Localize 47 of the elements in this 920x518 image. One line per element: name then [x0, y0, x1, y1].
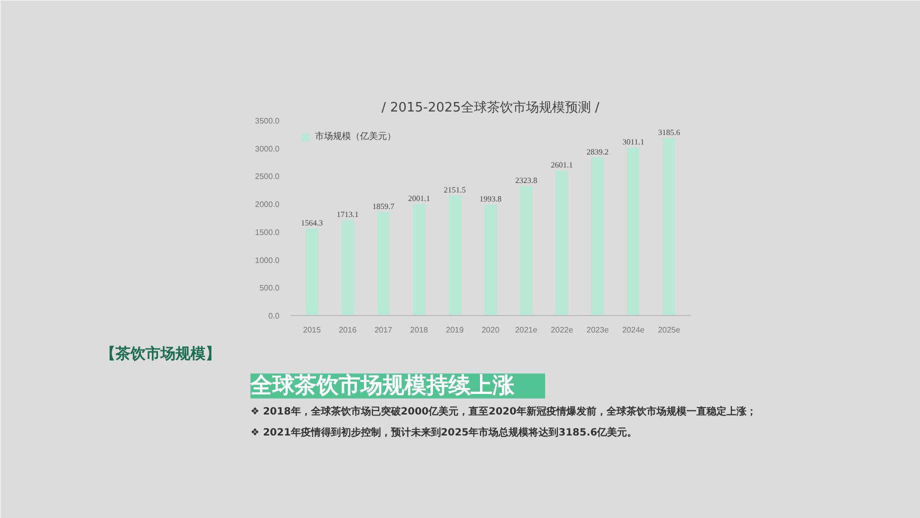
- data-label: 1713.1: [336, 210, 359, 220]
- data-label: 3011.1: [622, 138, 644, 147]
- y-tick-label: 3000.0: [255, 144, 280, 154]
- y-tick-label: 2000.0: [255, 200, 280, 210]
- data-label: 1564.3: [300, 218, 323, 228]
- x-tick-label: 2017: [374, 326, 393, 334]
- bar: [484, 204, 497, 316]
- bar: [520, 186, 532, 316]
- x-tick-label: 2018: [410, 326, 429, 334]
- x-tick-label: 2023e: [586, 326, 610, 334]
- chart-title: / 2015-2025全球茶饮市场规模预测 /: [382, 100, 600, 116]
- x-tick-label: 2021e: [515, 326, 538, 334]
- bar: [412, 204, 426, 316]
- y-tick-label: 2500.0: [255, 172, 280, 182]
- y-tick-label: 1000.0: [255, 256, 280, 265]
- bar: [627, 148, 640, 316]
- bar: [591, 157, 604, 316]
- x-tick-label: 2019: [446, 326, 464, 334]
- data-label: 2839.2: [586, 147, 609, 156]
- legend-label: 市场规模（亿美元）: [315, 130, 396, 143]
- text: ❖ 2018年，全球茶饮市场已突破2000亿美元，直至2020年新冠疫情爆发前，全球茶饮市场规模一直稳定上涨；: [250, 406, 756, 418]
- x-tick-label: 2025e: [658, 326, 681, 334]
- bar: [306, 228, 318, 316]
- data-label: 2601.1: [550, 160, 573, 170]
- data-label: 1859.7: [372, 202, 394, 211]
- bar: [662, 138, 676, 316]
- data-label: 1993.8: [480, 194, 502, 204]
- x-tick-label: 2020: [482, 326, 500, 334]
- x-tick-label: 2022e: [550, 326, 574, 334]
- x-tick-label: 2024e: [622, 326, 646, 334]
- bar: [448, 196, 462, 316]
- text: 【茶饮市场规模】: [100, 344, 220, 362]
- x-tick-label: 2016: [338, 326, 358, 334]
- y-tick-label: 1500.0: [255, 228, 280, 237]
- y-tick-label: 0.0: [268, 312, 280, 320]
- bar: [341, 220, 354, 316]
- y-tick-label: 500.0: [259, 284, 280, 293]
- data-label: 2001.1: [408, 194, 430, 204]
- data-label: 3185.6: [658, 128, 680, 138]
- text: ❖ 2021年疫情得到初步控制，预计未来到2025年市场总规模将达到3185.6亿美元。: [250, 426, 638, 438]
- bar: [377, 212, 390, 316]
- data-label: 2151.5: [444, 186, 466, 195]
- x-tick-label: 2015: [303, 326, 322, 334]
- y-tick-label: 3500.0: [255, 116, 280, 126]
- data-label: 2323.8: [515, 176, 538, 186]
- text: 全球茶饮市场规模持续上涨: [250, 372, 516, 398]
- bar: [556, 170, 568, 316]
